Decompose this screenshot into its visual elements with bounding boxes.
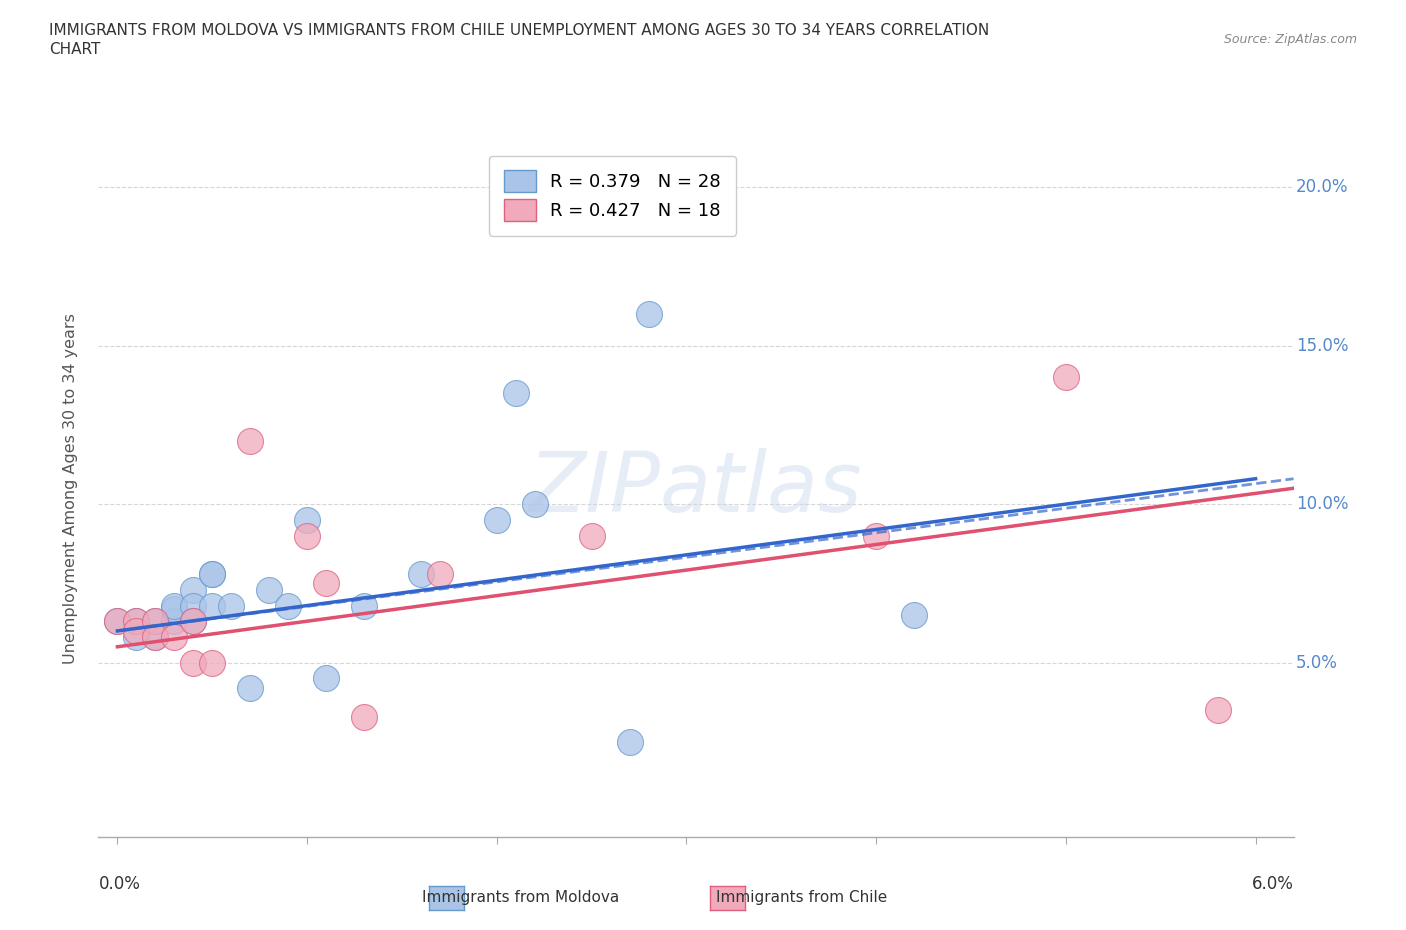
Point <box>523 497 546 512</box>
Text: 15.0%: 15.0% <box>1296 337 1348 354</box>
Point <box>277 598 299 613</box>
Text: CHART: CHART <box>49 42 101 57</box>
Point <box>105 614 128 629</box>
Point <box>163 614 186 629</box>
Text: IMMIGRANTS FROM MOLDOVA VS IMMIGRANTS FROM CHILE UNEMPLOYMENT AMONG AGES 30 TO 3: IMMIGRANTS FROM MOLDOVA VS IMMIGRANTS FR… <box>49 23 990 38</box>
Point <box>125 630 148 644</box>
Text: 6.0%: 6.0% <box>1251 875 1294 894</box>
Point <box>143 630 166 644</box>
Point <box>903 607 925 622</box>
Point <box>257 582 280 597</box>
Point <box>143 630 166 644</box>
Point <box>315 576 337 591</box>
Point <box>409 566 432 581</box>
Point <box>219 598 242 613</box>
Point <box>125 614 148 629</box>
Point <box>581 528 603 543</box>
Point <box>239 433 262 448</box>
Point <box>163 598 186 613</box>
Point <box>125 614 148 629</box>
Point <box>163 630 186 644</box>
Text: 20.0%: 20.0% <box>1296 178 1348 196</box>
Point <box>1206 703 1229 718</box>
Point <box>181 582 204 597</box>
Point <box>181 598 204 613</box>
Point <box>295 528 318 543</box>
Point <box>485 512 508 527</box>
Point <box>143 614 166 629</box>
Point <box>505 386 527 401</box>
Point <box>105 614 128 629</box>
Point <box>315 671 337 686</box>
Point <box>1054 370 1077 385</box>
Text: ZIPatlas: ZIPatlas <box>529 447 863 529</box>
Point <box>181 655 204 670</box>
Point <box>201 566 224 581</box>
Point <box>295 512 318 527</box>
Point <box>201 566 224 581</box>
Point <box>865 528 887 543</box>
Point <box>143 614 166 629</box>
Point <box>181 614 204 629</box>
Point <box>429 566 451 581</box>
Y-axis label: Unemployment Among Ages 30 to 34 years: Unemployment Among Ages 30 to 34 years <box>63 312 77 664</box>
Point <box>353 709 375 724</box>
Text: 5.0%: 5.0% <box>1296 654 1337 671</box>
Point <box>201 655 224 670</box>
Point <box>619 735 641 750</box>
Point <box>163 602 186 617</box>
Text: 10.0%: 10.0% <box>1296 495 1348 513</box>
Text: 0.0%: 0.0% <box>98 875 141 894</box>
Legend: R = 0.379   N = 28, R = 0.427   N = 18: R = 0.379 N = 28, R = 0.427 N = 18 <box>489 155 735 235</box>
Point <box>181 614 204 629</box>
Text: Source: ZipAtlas.com: Source: ZipAtlas.com <box>1223 33 1357 46</box>
Point <box>239 681 262 696</box>
Point <box>637 306 659 321</box>
Point <box>201 598 224 613</box>
Text: Immigrants from Moldova: Immigrants from Moldova <box>422 890 619 905</box>
Point <box>125 623 148 638</box>
Text: Immigrants from Chile: Immigrants from Chile <box>716 890 887 905</box>
Point <box>353 598 375 613</box>
